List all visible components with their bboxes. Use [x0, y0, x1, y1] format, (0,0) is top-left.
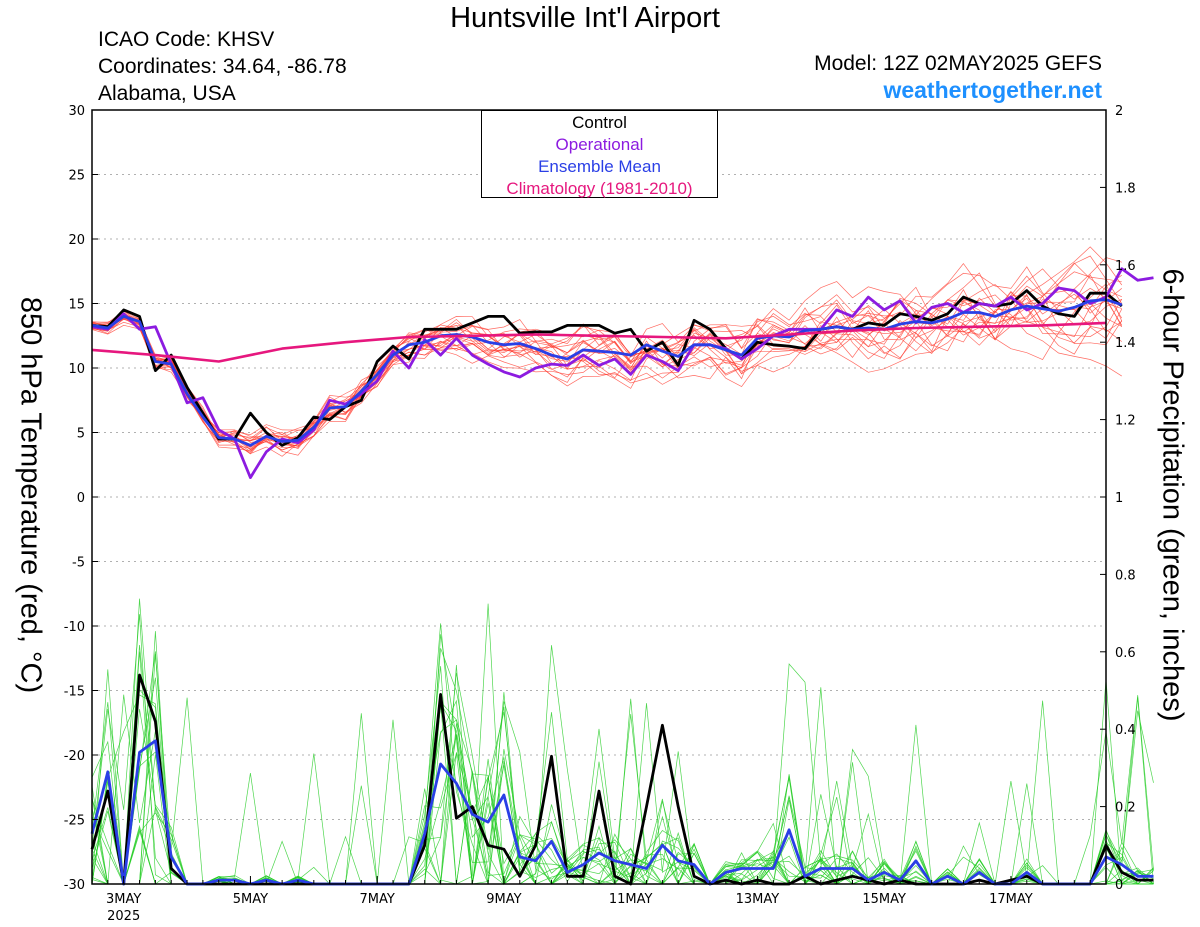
y2-tick-label: 1.4: [1115, 336, 1136, 351]
y2-tick-label: 0.8: [1115, 568, 1136, 583]
y2-tick-label: 1.2: [1115, 414, 1136, 429]
y2-tick-label: 2: [1115, 104, 1123, 119]
temperature-member-line: [91, 286, 1123, 457]
climatology-1981-2010-temperature-line: [91, 321, 1107, 363]
x-tick-label: 7MAY: [360, 892, 395, 907]
y-tick-label: -30: [64, 878, 85, 893]
x-tick-label: 13MAY: [736, 892, 780, 907]
y-tick-label: -20: [64, 749, 85, 764]
legend-entry-operational: Operational: [555, 135, 644, 154]
y2-tick-label: 0.6: [1115, 646, 1136, 661]
y-axis-label-precipitation: 6-hour Precipitation (green, inches): [1156, 268, 1189, 722]
temperature-member-line: [91, 266, 1122, 455]
x-tick-label: 11MAY: [609, 892, 653, 907]
y2-tick-label: 0.2: [1115, 801, 1136, 816]
control-temperature-line: [91, 289, 1123, 447]
y2-tick-label: 0.4: [1115, 723, 1136, 738]
precipitation-member-line: [91, 631, 1154, 886]
legend-entry-climatology: Climatology (1981-2010): [506, 179, 693, 198]
y2-tick-label: 1.8: [1115, 181, 1136, 196]
precipitation-member-line: [91, 712, 1154, 885]
y2-tick-label: 1.6: [1115, 259, 1136, 274]
precipitation-member-line: [91, 644, 1154, 885]
region: Alabama, USA: [98, 82, 236, 105]
y-tick-label: 0: [77, 491, 85, 506]
grid: [92, 174, 1106, 820]
precipitation-member-line: [92, 694, 1154, 885]
x-tick-label: 5MAY: [233, 892, 268, 907]
precipitation-member-line: [91, 603, 1154, 885]
x-tick-label: 9MAY: [486, 892, 521, 907]
y-tick-label: 20: [68, 233, 85, 248]
y2-tick-label: 1: [1115, 491, 1123, 506]
y-tick-label: -25: [64, 814, 85, 829]
precipitation-member-line: [91, 679, 1154, 886]
y-tick-label: 5: [77, 427, 85, 442]
chart-title: Huntsville Int'l Airport: [450, 2, 720, 34]
precipitation-member-line: [91, 598, 1154, 885]
temperature-member-line: [91, 263, 1122, 442]
y-tick-label: 30: [68, 104, 85, 119]
precipitation-member-line: [91, 634, 1154, 885]
model-run: Model: 12Z 02MAY2025 GEFS: [814, 52, 1102, 75]
ensemble-members: [91, 246, 1154, 886]
x-tick-label: 15MAY: [862, 892, 906, 907]
precipitation-member-line: [91, 614, 1154, 885]
temperature-member-line: [91, 285, 1123, 456]
legend-entry-ensemble-mean: Ensemble Mean: [538, 157, 661, 176]
y-tick-label: -15: [64, 685, 85, 700]
y-tick-label: 10: [68, 362, 85, 377]
y-tick-label: -5: [72, 556, 85, 571]
legend-entry-control: Control: [572, 113, 627, 132]
ensemble-mean-precipitation-line: [90, 739, 1154, 886]
operational-temperature-line: [91, 267, 1154, 480]
y-axis-label-temperature: 850 hPa Temperature (red, °C): [14, 296, 47, 694]
temperature-member-line: [91, 257, 1122, 436]
ensemble-mean-temperature-line: [91, 298, 1123, 447]
precipitation-member-line: [91, 645, 1154, 885]
x-tick-label: 17MAY: [989, 892, 1033, 907]
y-tick-label: 25: [68, 169, 85, 184]
x-tick-label: 3MAY: [106, 892, 141, 907]
x-tick-year: 2025: [107, 909, 140, 924]
y-tick-label: 15: [68, 298, 85, 313]
y2-tick-label: 0: [1115, 878, 1123, 893]
icao-code: ICAO Code: KHSV: [98, 28, 275, 51]
y-tick-label: -10: [64, 620, 85, 635]
axis-ticks: 302520151050-5-10-15-20-25-3021.81.61.41…: [64, 104, 1136, 924]
legend: Control Operational Ensemble Mean Climat…: [481, 110, 718, 198]
precipitation-member-line: [91, 623, 1154, 885]
coordinates: Coordinates: 34.64, -86.78: [98, 55, 347, 78]
site-link[interactable]: weathertogether.net: [883, 77, 1102, 103]
plot-frame: [91, 109, 1107, 885]
